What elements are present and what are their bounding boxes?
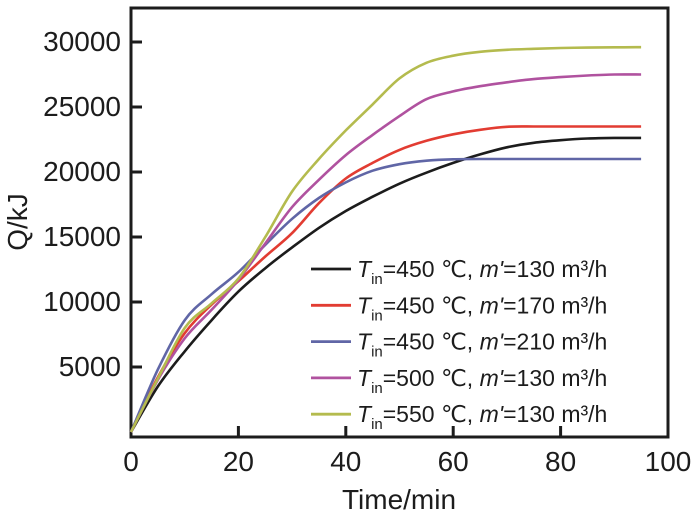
legend-entry-0: Tin=450 ℃, m'=130 m³/h bbox=[311, 256, 607, 288]
legend-entry-3: Tin=500 ℃, m'=130 m³/h bbox=[311, 365, 607, 397]
legend-label-2: Tin=450 ℃, m'=210 m³/h bbox=[357, 329, 607, 361]
legend-label-3: Tin=500 ℃, m'=130 m³/h bbox=[357, 365, 607, 397]
x-axis-title: Time/min bbox=[342, 484, 456, 515]
x-tick-label: 80 bbox=[545, 446, 576, 477]
y-tick-label: 20000 bbox=[43, 156, 121, 187]
y-tick-label: 30000 bbox=[43, 26, 121, 57]
series-line-4 bbox=[129, 45, 642, 433]
y-tick-label: 5000 bbox=[59, 351, 121, 382]
y-tick-label: 15000 bbox=[43, 221, 121, 252]
y-axis-title: Q/kJ bbox=[2, 193, 33, 251]
x-tick-label: 20 bbox=[223, 446, 254, 477]
y-tick-label: 10000 bbox=[43, 286, 121, 317]
legend-entry-4: Tin=550 ℃, m'=130 m³/h bbox=[311, 401, 607, 433]
x-tick-label: 40 bbox=[330, 446, 361, 477]
x-tick-label: 0 bbox=[123, 446, 139, 477]
series-line-2 bbox=[129, 157, 642, 433]
series-line-3 bbox=[129, 73, 642, 433]
legend-entry-1: Tin=450 ℃, m'=170 m³/h bbox=[311, 292, 607, 324]
legend-label-0: Tin=450 ℃, m'=130 m³/h bbox=[357, 256, 607, 288]
x-tick-label: 100 bbox=[645, 446, 692, 477]
plot-area: 0 20 40 60 80 100 5000 10000 15000 20000 25000 3000… bbox=[43, 6, 692, 477]
x-tick-label: 60 bbox=[438, 446, 469, 477]
legend: Tin=450 ℃, m'=130 m³/h Tin=450 ℃, m'=170 … bbox=[311, 256, 607, 433]
legend-entry-2: Tin=450 ℃, m'=210 m³/h bbox=[311, 329, 607, 361]
legend-label-4: Tin=550 ℃, m'=130 m³/h bbox=[357, 401, 607, 433]
series-line-0 bbox=[129, 136, 642, 433]
legend-label-1: Tin=450 ℃, m'=170 m³/h bbox=[357, 292, 607, 324]
y-tick-label: 25000 bbox=[43, 91, 121, 122]
